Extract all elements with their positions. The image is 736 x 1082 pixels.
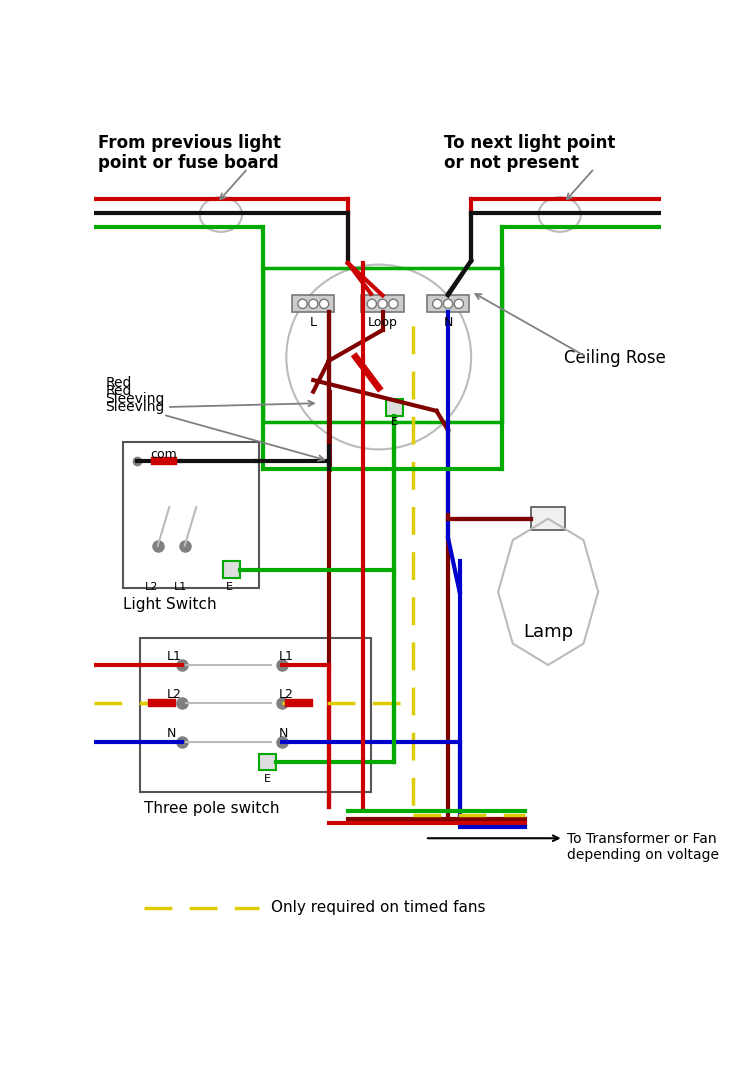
Text: L1: L1	[167, 649, 182, 662]
Text: L2: L2	[167, 688, 182, 701]
Text: Ceiling Rose: Ceiling Rose	[564, 349, 665, 367]
Text: From previous light
point or fuse board: From previous light point or fuse board	[98, 134, 280, 172]
Text: N: N	[279, 727, 288, 740]
Text: L2: L2	[145, 582, 158, 592]
Text: N: N	[167, 727, 177, 740]
Text: E: E	[264, 774, 272, 783]
Circle shape	[378, 300, 387, 308]
Text: L1: L1	[174, 582, 188, 592]
Bar	[140, 638, 371, 792]
Text: N: N	[443, 316, 453, 329]
Text: Light Switch: Light Switch	[123, 597, 216, 612]
Text: Three pole switch: Three pole switch	[144, 802, 280, 816]
Text: Red
Sleeving: Red Sleeving	[105, 384, 165, 414]
Text: E: E	[391, 417, 397, 427]
Bar	[292, 295, 334, 313]
Bar	[427, 295, 470, 313]
Text: com: com	[150, 448, 177, 461]
Circle shape	[367, 300, 376, 308]
Text: Red
Sleeving: Red Sleeving	[105, 377, 165, 407]
Circle shape	[454, 300, 464, 308]
Text: Loop: Loop	[368, 316, 397, 329]
Bar	[386, 398, 403, 415]
Bar	[123, 441, 259, 588]
Text: L2: L2	[279, 688, 294, 701]
Text: Lamp: Lamp	[523, 622, 573, 641]
Circle shape	[389, 300, 398, 308]
Bar	[531, 507, 565, 530]
Text: L: L	[310, 316, 316, 329]
Circle shape	[433, 300, 442, 308]
Text: Only required on timed fans: Only required on timed fans	[271, 900, 486, 915]
Bar	[361, 295, 404, 313]
Text: To next light point
or not present: To next light point or not present	[445, 134, 615, 172]
Bar	[263, 268, 502, 422]
Circle shape	[298, 300, 307, 308]
Circle shape	[308, 300, 318, 308]
Bar	[259, 753, 276, 770]
Text: To Transformer or Fan
depending on voltage: To Transformer or Fan depending on volta…	[567, 832, 719, 862]
Text: L1: L1	[279, 649, 294, 662]
Circle shape	[319, 300, 329, 308]
Bar	[223, 562, 240, 578]
Circle shape	[443, 300, 453, 308]
Text: E: E	[226, 582, 233, 592]
